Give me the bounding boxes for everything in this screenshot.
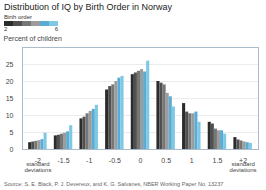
html-text:Source: S. E. Black, P. J. Dev: Source: S. E. Black, P. J. Devereux, and… bbox=[4, 181, 224, 187]
svg-text:0: 0 bbox=[10, 146, 14, 153]
html-text:2: 2 bbox=[4, 26, 8, 32]
svg-text:1: 1 bbox=[190, 157, 194, 164]
svg-text:10: 10 bbox=[6, 112, 14, 119]
svg-text:0: 0 bbox=[139, 157, 143, 164]
svg-text:Percent of children: Percent of children bbox=[4, 35, 62, 42]
svg-text:-1: -1 bbox=[86, 157, 92, 164]
svg-text:-0.5: -0.5 bbox=[109, 157, 121, 164]
svg-text:20: 20 bbox=[6, 78, 14, 85]
svg-text:0.5: 0.5 bbox=[161, 157, 171, 164]
html-text:Distribution of IQ by Birth Or: Distribution of IQ by Birth Order in Nor… bbox=[4, 2, 173, 12]
svg-text:15: 15 bbox=[6, 95, 14, 102]
html-text:Birth order: Birth order bbox=[4, 14, 32, 20]
svg-text:25: 25 bbox=[6, 61, 14, 68]
html-text:6: 6 bbox=[54, 26, 58, 32]
svg-text:standarddeviations: standarddeviations bbox=[24, 161, 51, 173]
svg-text:-1.5: -1.5 bbox=[58, 157, 70, 164]
svg-text:5: 5 bbox=[10, 129, 14, 136]
svg-text:standarddeviations: standarddeviations bbox=[230, 161, 257, 173]
svg-text:1.5: 1.5 bbox=[213, 157, 223, 164]
